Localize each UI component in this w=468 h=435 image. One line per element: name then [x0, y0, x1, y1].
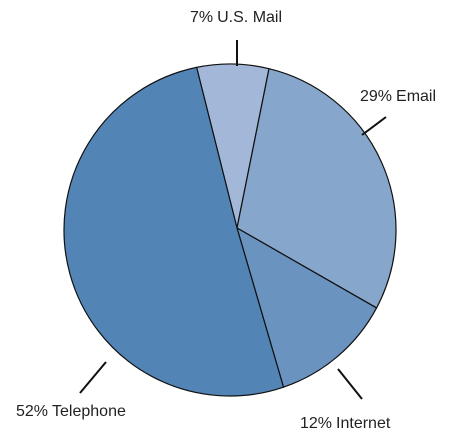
slice-category-label: U.S. Mail — [217, 9, 282, 26]
pie-slice — [236, 68, 397, 309]
slice-category-label: Email — [396, 88, 436, 105]
slice-label: 29% Email — [360, 88, 436, 105]
slice-category-label: Internet — [336, 415, 391, 432]
slice-label: 7% U.S. Mail — [190, 9, 282, 26]
pie — [63, 63, 397, 397]
leader-line — [79, 361, 107, 394]
leader-line — [361, 116, 387, 136]
slice-label: 12% Internet — [300, 415, 391, 432]
slice-value-label: 12% — [300, 415, 332, 432]
slice-category-label: Telephone — [52, 403, 126, 420]
slice-value-label: 52% — [16, 403, 48, 420]
slice-value-label: 29% — [360, 88, 392, 105]
leader-line — [337, 368, 363, 400]
slice-label: 52% Telephone — [16, 403, 126, 420]
pie-slice — [63, 66, 285, 397]
slice-value-label: 7% — [190, 9, 213, 26]
